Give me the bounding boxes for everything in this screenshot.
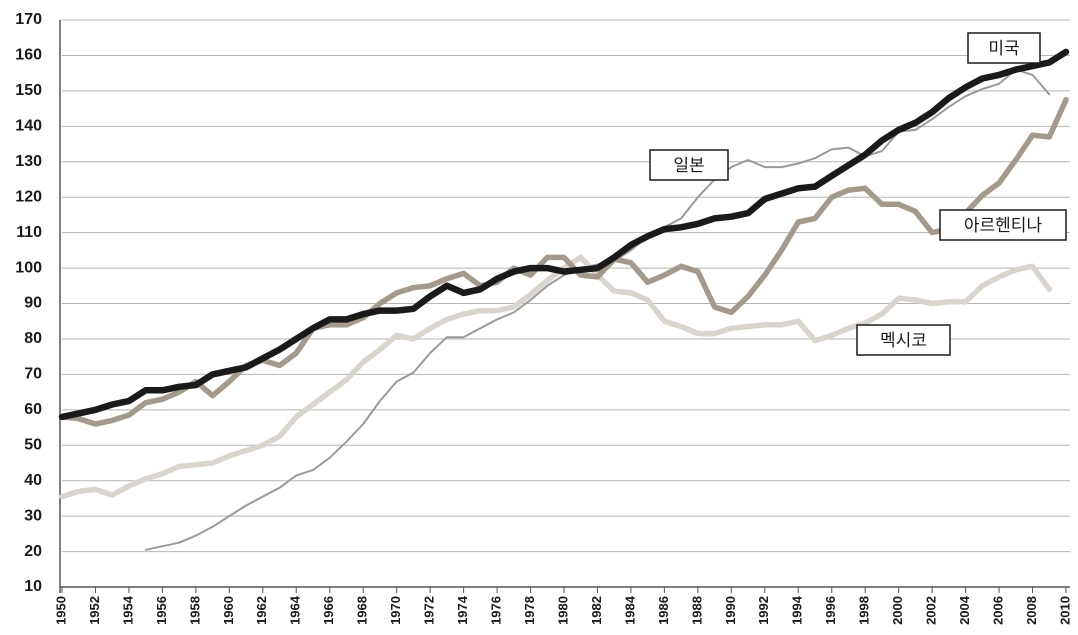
label-box <box>649 149 729 181</box>
label-text: 일본 <box>673 156 704 176</box>
label-text: 멕시코 <box>880 331 927 351</box>
x-tick-label: 1968 <box>355 596 370 625</box>
series-label: 미국 <box>967 32 1041 64</box>
x-tick-label: 1982 <box>589 596 604 625</box>
series-label: 일본 <box>649 149 729 181</box>
series-label: 멕시코 <box>856 324 951 356</box>
y-tick-label: 60 <box>24 401 42 418</box>
series-line <box>59 96 1069 427</box>
x-tick-label: 1996 <box>823 596 838 625</box>
series-line <box>144 68 1051 551</box>
x-tick-label: 2006 <box>991 596 1006 625</box>
series-line <box>58 48 1070 421</box>
x-tick-label: 1962 <box>254 596 269 625</box>
y-tick-label: 90 <box>24 295 42 312</box>
label-box <box>967 32 1041 64</box>
y-tick-label: 70 <box>24 366 42 383</box>
x-tick-label: 1966 <box>321 596 336 625</box>
y-tick-label: 160 <box>15 47 42 64</box>
x-tick-label: 1950 <box>53 596 68 625</box>
y-tick-label: 110 <box>16 224 42 241</box>
x-tick-label: 1976 <box>489 596 504 625</box>
x-tick-label: 1992 <box>756 596 771 625</box>
y-tick-label: 80 <box>24 330 42 347</box>
y-tick-label: 30 <box>24 507 42 524</box>
series-line <box>59 254 1053 500</box>
y-tick-label: 10 <box>24 578 42 595</box>
x-tick-label: 1958 <box>187 596 202 625</box>
x-tick-label: 1990 <box>723 596 738 625</box>
x-tick-label: 1986 <box>656 596 671 625</box>
x-tick-label: 1998 <box>857 596 872 625</box>
x-tick-label: 1956 <box>154 596 169 625</box>
x-tick-label: 1988 <box>689 596 704 625</box>
y-tick-label: 130 <box>15 153 42 170</box>
x-tick-label: 1984 <box>622 595 637 625</box>
x-tick-label: 1960 <box>221 596 236 625</box>
label-box <box>939 209 1067 241</box>
label-text: 아르헨티나 <box>964 216 1043 236</box>
x-tick-label: 2010 <box>1057 596 1072 625</box>
x-tick-label: 1964 <box>288 595 303 625</box>
x-tick-label: 2004 <box>957 595 972 625</box>
label-box <box>856 324 951 356</box>
y-tick-label: 100 <box>15 259 42 276</box>
x-tick-label: 1978 <box>522 596 537 625</box>
x-tick-label: 1972 <box>422 596 437 625</box>
label-text: 미국 <box>988 39 1019 59</box>
x-tick-label: 2002 <box>924 596 939 625</box>
y-tick-label: 120 <box>15 188 42 205</box>
y-tick-label: 150 <box>15 82 42 99</box>
x-tick-label: 1994 <box>790 595 805 625</box>
x-tick-label: 1952 <box>87 596 102 625</box>
y-tick-label: 50 <box>24 436 42 453</box>
series-label: 아르헨티나 <box>939 209 1067 241</box>
x-tick-label: 1954 <box>120 595 135 625</box>
x-tick-label: 1980 <box>555 596 570 625</box>
x-tick-label: 1970 <box>388 596 403 625</box>
y-tick-label: 40 <box>24 472 42 489</box>
y-tick-label: 20 <box>24 543 42 560</box>
x-tick-label: 2008 <box>1024 596 1039 625</box>
x-tick-label: 1974 <box>455 595 470 625</box>
x-tick-label: 2000 <box>890 596 905 625</box>
y-tick-label: 170 <box>15 11 42 28</box>
y-tick-label: 140 <box>15 118 42 135</box>
